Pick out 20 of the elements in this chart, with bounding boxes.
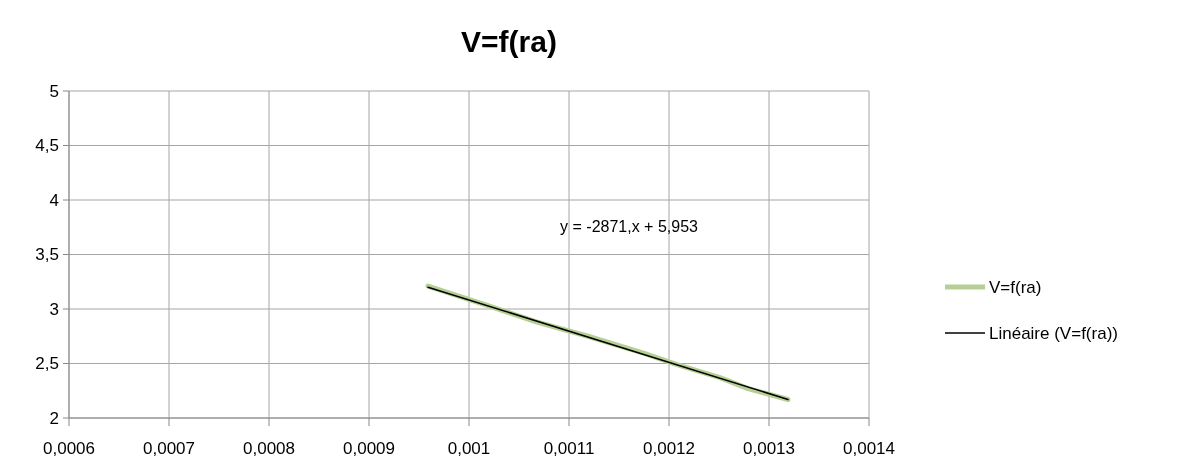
y-tick-label: 4	[49, 190, 59, 210]
legend-label: V=f(ra)	[989, 277, 1042, 297]
y-tick-label: 5	[49, 81, 59, 101]
x-tick-label: 0,0007	[143, 439, 195, 458]
x-tick-label: 0,0009	[343, 439, 395, 458]
y-tick-label: 2	[49, 408, 59, 428]
x-tick-label: 0,0008	[243, 439, 295, 458]
x-tick-label: 0,0006	[43, 439, 95, 458]
y-tick-label: 4,5	[35, 136, 59, 156]
annotation: y = -2871,x + 5,953	[560, 218, 699, 235]
y-tick-label: 3,5	[35, 245, 59, 265]
y-tick-label: 3	[49, 299, 59, 319]
x-tick-label: 0,0012	[643, 439, 695, 458]
x-tick-label: 0,0011	[543, 439, 595, 458]
x-tick-label: 0,0013	[743, 439, 795, 458]
y-tick-label: 2,5	[35, 354, 59, 374]
chart-title: V=f(ra)	[461, 25, 557, 58]
legend-label: Linéaire (V=f(ra))	[989, 323, 1118, 343]
x-tick-label: 0,001	[447, 439, 491, 458]
x-tick-label: 0,0014	[843, 439, 895, 458]
